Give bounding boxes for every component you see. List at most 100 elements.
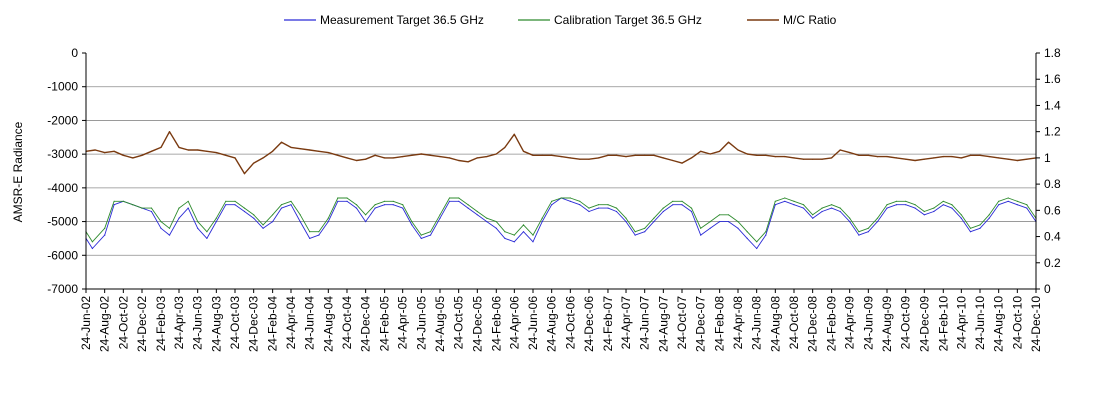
legend-label-measurement: Measurement Target 36.5 GHz — [320, 13, 484, 27]
data-point — [756, 154, 758, 156]
data-point — [299, 221, 301, 223]
data-point — [839, 149, 841, 151]
data-point — [168, 234, 171, 236]
y-left-tick-label: -4000 — [47, 181, 78, 195]
data-point — [831, 207, 833, 209]
data-point — [607, 204, 609, 206]
data-point — [132, 204, 134, 206]
data-point — [979, 154, 981, 156]
data-point — [150, 207, 153, 209]
data-point — [1007, 200, 1009, 202]
data-point — [197, 221, 199, 223]
data-point — [969, 154, 972, 156]
data-point — [522, 150, 525, 152]
x-tick-label: 24-Jun-03 — [191, 296, 205, 350]
data-point — [91, 241, 93, 243]
data-point — [467, 204, 469, 206]
data-point — [215, 217, 217, 219]
data-point — [178, 146, 180, 148]
data-point — [960, 214, 962, 216]
data-point — [634, 234, 636, 236]
x-tick-label: 24-Dec-07 — [694, 296, 708, 352]
data-point — [960, 157, 962, 159]
data-point — [551, 204, 553, 206]
data-point — [988, 214, 990, 216]
data-point — [895, 200, 898, 202]
data-point — [168, 227, 171, 229]
data-point — [374, 204, 376, 206]
data-point — [234, 204, 236, 206]
data-point — [727, 221, 730, 223]
data-point — [522, 224, 525, 226]
y-left-tick-label: -1000 — [47, 80, 78, 94]
data-point — [91, 247, 93, 250]
data-point — [700, 150, 702, 152]
x-tick-label: 24-Aug-04 — [321, 296, 335, 352]
data-point — [280, 207, 283, 209]
data-point — [831, 157, 833, 159]
data-point — [522, 231, 525, 233]
data-point — [942, 204, 944, 206]
data-point — [486, 217, 488, 219]
x-tick-label: 24-Jun-02 — [79, 296, 93, 350]
data-point — [94, 149, 96, 151]
gridlines — [86, 86, 1036, 256]
series-line-0 — [85, 197, 1037, 249]
y-right-tick-label: 1 — [1044, 151, 1051, 165]
data-point — [923, 158, 925, 160]
data-point — [355, 204, 358, 206]
data-point — [392, 200, 394, 202]
data-point — [933, 207, 935, 209]
data-point — [690, 210, 693, 213]
data-point — [579, 204, 581, 206]
data-point — [746, 237, 748, 239]
series-line-2 — [85, 131, 1037, 175]
data-point — [253, 217, 255, 219]
data-point — [290, 200, 292, 202]
x-tick-label: 24-Dec-02 — [135, 296, 149, 352]
x-tick-label: 24-Dec-09 — [917, 296, 931, 352]
data-point — [513, 241, 515, 243]
data-point — [709, 227, 711, 229]
data-point — [644, 227, 646, 229]
data-point — [215, 152, 217, 154]
data-point — [858, 154, 860, 156]
data-point — [914, 159, 916, 162]
x-tick-label: 24-Dec-06 — [582, 296, 596, 352]
y-right-tick-label: 1.8 — [1044, 46, 1061, 60]
data-point — [867, 231, 869, 233]
data-point — [634, 231, 636, 233]
data-point — [644, 231, 646, 233]
plot-area — [85, 131, 1037, 250]
data-point — [327, 152, 329, 154]
data-point — [607, 207, 609, 209]
data-point — [765, 231, 767, 233]
data-point — [653, 217, 655, 219]
x-tick-label: 24-Apr-09 — [843, 296, 857, 350]
x-tick-label: 24-Apr-07 — [619, 296, 633, 350]
data-point — [225, 200, 227, 202]
data-point — [411, 154, 413, 156]
data-point — [784, 200, 786, 202]
data-point — [569, 157, 571, 159]
x-tick-label: 24-Jun-07 — [638, 296, 652, 350]
x-tick-label: 24-Aug-08 — [768, 296, 782, 352]
data-point — [625, 156, 627, 158]
data-point — [607, 154, 609, 156]
data-point — [411, 221, 413, 223]
data-point — [365, 214, 367, 216]
data-point — [178, 217, 180, 219]
data-point — [225, 204, 227, 206]
data-point — [727, 214, 730, 216]
data-point — [727, 141, 730, 143]
data-point — [653, 154, 655, 156]
data-point — [197, 149, 199, 151]
data-point — [867, 154, 869, 156]
data-point — [402, 207, 404, 209]
data-point — [272, 150, 274, 152]
data-point — [988, 217, 990, 219]
data-point — [160, 221, 162, 223]
x-tick-label: 24-Dec-10 — [1029, 296, 1043, 352]
data-point — [625, 221, 627, 223]
data-point — [365, 158, 367, 160]
